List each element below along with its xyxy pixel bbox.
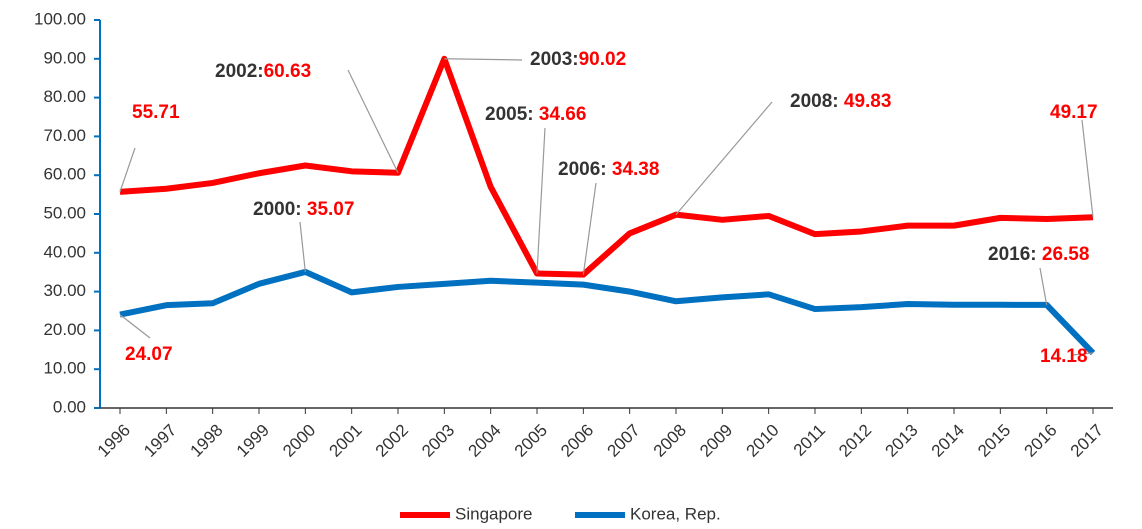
x-tick-label: 2001 [325, 421, 365, 461]
y-tick-label: 80.00 [43, 87, 86, 106]
annotation-value: 34.66 [539, 104, 587, 125]
leader-line [347, 69, 399, 174]
x-tick-label: 2004 [464, 421, 504, 461]
annotation-year: 2008: [790, 91, 844, 112]
x-tick-label: 2016 [1020, 421, 1060, 461]
leader-line [536, 127, 546, 274]
annotation: 14.18 [1040, 346, 1088, 367]
leader-line [1081, 119, 1094, 218]
annotation-year: 2003: [530, 49, 579, 70]
annotation-value: 90.02 [579, 49, 627, 70]
leader-line [119, 314, 151, 339]
x-tick-label: 2013 [881, 421, 921, 461]
leader-line [582, 182, 597, 275]
x-tick-label: 2006 [557, 421, 597, 461]
annotation: 2005: 34.66 [485, 104, 586, 125]
legend-label: Korea, Rep. [630, 504, 721, 523]
annotation-value: 49.17 [1050, 102, 1098, 123]
annotation: 2000: 35.07 [253, 199, 354, 220]
annotation: 49.17 [1050, 102, 1098, 123]
x-tick-label: 2008 [650, 421, 690, 461]
annotation: 2006: 34.38 [558, 159, 659, 180]
x-tick-label: 1997 [140, 421, 180, 461]
annotation-year: 2006: [558, 159, 612, 180]
x-tick-label: 2003 [418, 421, 458, 461]
annotation-value: 26.58 [1042, 244, 1090, 265]
series-line [119, 268, 1096, 356]
annotation: 2016: 26.58 [988, 244, 1089, 265]
annotation: 55.71 [132, 102, 180, 123]
y-tick-label: 40.00 [43, 242, 86, 261]
annotation-value: 35.07 [307, 199, 355, 220]
x-tick-label: 2005 [511, 421, 551, 461]
y-tick-label: 0.00 [53, 397, 86, 416]
annotation: 2008: 49.83 [790, 91, 891, 112]
y-tick-label: 20.00 [43, 320, 86, 339]
annotation-value: 55.71 [132, 102, 180, 123]
leader-line [1071, 352, 1094, 356]
annotation-year: 2002: [215, 61, 264, 82]
x-tick-label: 2000 [279, 421, 319, 461]
y-tick-label: 60.00 [43, 165, 86, 184]
x-tick-label: 2010 [742, 421, 782, 461]
leader-line [444, 58, 523, 61]
x-tick-label: 2014 [928, 421, 968, 461]
annotation: 2003:90.02 [530, 49, 626, 70]
annotation-value: 34.38 [612, 159, 660, 180]
x-tick-label: 2011 [790, 421, 829, 460]
x-tick-label: 1996 [94, 421, 134, 461]
x-tick-label: 2007 [603, 421, 643, 461]
x-tick-label: 2015 [974, 421, 1014, 461]
y-tick-label: 70.00 [43, 126, 86, 145]
annotation-value: 14.18 [1040, 346, 1088, 367]
series-line [119, 55, 1094, 278]
leader-line [119, 147, 136, 193]
x-tick-label: 1998 [186, 421, 226, 461]
annotation: 24.07 [125, 344, 173, 365]
annotation-year: 2000: [253, 199, 307, 220]
annotation-year: 2005: [485, 104, 539, 125]
x-tick-label: 1999 [233, 421, 273, 461]
annotation-value: 49.83 [844, 91, 892, 112]
leader-line [1039, 267, 1048, 305]
annotation-value: 24.07 [125, 344, 173, 365]
annotation-value: 60.63 [264, 61, 312, 82]
y-tick-label: 10.00 [43, 359, 86, 378]
y-tick-label: 100.00 [34, 9, 86, 28]
annotation-year: 2016: [988, 244, 1042, 265]
x-tick-label: 2012 [835, 421, 875, 461]
x-tick-label: 2009 [696, 421, 736, 461]
x-tick-label: 2017 [1067, 421, 1107, 461]
y-tick-label: 90.00 [43, 48, 86, 67]
leader-line [675, 101, 773, 216]
leader-line [299, 221, 306, 272]
legend-label: Singapore [455, 504, 533, 523]
x-tick-label: 2002 [372, 421, 412, 461]
y-tick-label: 30.00 [43, 281, 86, 300]
y-tick-label: 50.00 [43, 203, 86, 222]
annotation: 2002:60.63 [215, 61, 311, 82]
